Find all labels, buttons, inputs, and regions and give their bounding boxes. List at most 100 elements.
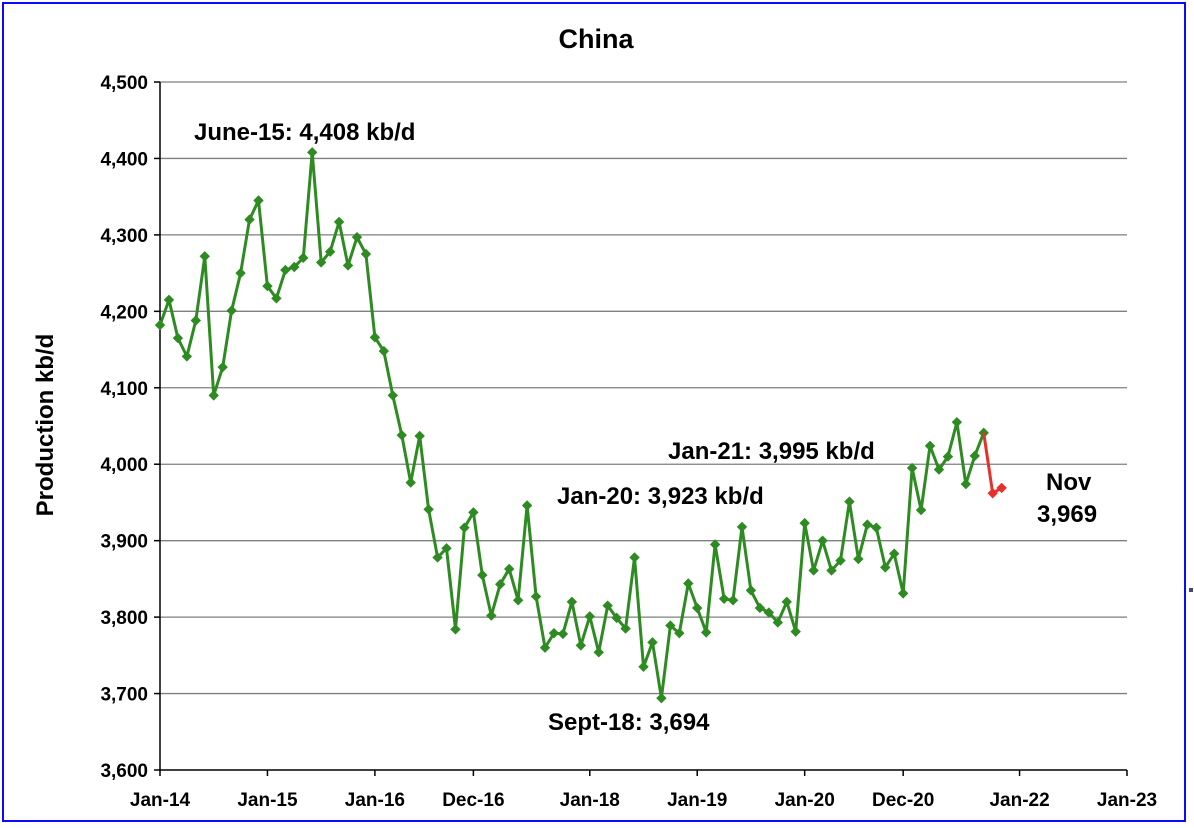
- data-point: [665, 620, 676, 631]
- annotation-nov-label: Nov: [1046, 469, 1092, 496]
- data-point: [432, 552, 443, 563]
- y-tick-label: 4,400: [100, 149, 148, 170]
- data-point: [727, 595, 739, 606]
- data-point: [584, 611, 595, 622]
- data-point: [459, 522, 470, 533]
- data-point: [772, 617, 784, 628]
- data-point: [503, 563, 515, 575]
- data-point: [208, 390, 219, 401]
- data-point: [387, 390, 398, 401]
- data-point: [414, 430, 425, 442]
- data-point: [539, 642, 551, 653]
- data-point: [163, 294, 175, 306]
- y-axis-ticks: 3,600 3,700 3,800 3,900 4,000 4,100 4,200 4,300…: [100, 73, 160, 782]
- x-tick-label: Jan-15: [237, 790, 298, 811]
- annotation-peak: June-15: 4,408 kb/d: [194, 119, 415, 146]
- data-point: [548, 627, 560, 639]
- data-point: [405, 477, 416, 488]
- data-point: [924, 440, 936, 452]
- x-tick-label: Jan-20: [775, 790, 835, 811]
- data-point: [298, 252, 309, 264]
- y-tick-label: 3,900: [100, 532, 148, 553]
- data-point: [396, 429, 407, 441]
- data-point: [826, 565, 837, 576]
- x-tick-label: Jan-16: [345, 790, 405, 811]
- data-point: [862, 519, 873, 530]
- annotation-nov-value: 3,969: [1037, 501, 1097, 528]
- edge-mark: [1189, 588, 1193, 592]
- data-point: [745, 585, 757, 596]
- data-point: [486, 610, 497, 621]
- data-point: [638, 661, 649, 672]
- data-point: [996, 482, 1007, 494]
- data-point: [880, 562, 891, 573]
- series-layer: [154, 147, 1007, 704]
- data-point: [280, 264, 291, 276]
- data-point: [736, 521, 748, 533]
- x-tick-label: Dec-16: [442, 790, 504, 811]
- y-tick-label: 4,000: [100, 455, 148, 476]
- data-point: [889, 548, 900, 559]
- series-line-1: [982, 432, 1003, 495]
- x-tick-label: Dec-20: [872, 790, 934, 811]
- data-point: [244, 214, 255, 225]
- data-point: [495, 579, 506, 590]
- data-point: [351, 231, 363, 243]
- data-point: [324, 246, 336, 257]
- data-point: [512, 595, 524, 606]
- y-tick-label: 4,300: [100, 226, 148, 247]
- data-point: [709, 539, 721, 550]
- data-point: [942, 451, 954, 462]
- x-tick-label: Jan-19: [667, 790, 727, 811]
- data-point: [844, 496, 855, 507]
- chart-title: China: [558, 24, 634, 54]
- y-tick-label: 4,200: [100, 302, 148, 323]
- data-point: [674, 627, 685, 639]
- data-point: [602, 600, 613, 611]
- data-point: [262, 280, 273, 292]
- data-point: [315, 257, 327, 268]
- data-point: [253, 195, 264, 206]
- x-tick-label: Jan-22: [989, 790, 1049, 811]
- data-point: [378, 345, 390, 357]
- data-point: [853, 553, 864, 565]
- data-point: [754, 602, 766, 614]
- data-point: [593, 647, 604, 658]
- data-point: [647, 637, 658, 648]
- data-point: [575, 640, 587, 651]
- data-point: [906, 462, 918, 474]
- data-point: [181, 351, 193, 362]
- data-point: [629, 552, 640, 563]
- data-point: [781, 596, 792, 608]
- data-point: [289, 261, 300, 273]
- data-point: [817, 535, 828, 546]
- data-point: [611, 612, 622, 624]
- data-point: [683, 578, 694, 589]
- data-point: [307, 147, 318, 158]
- data-point: [700, 627, 712, 638]
- y-tick-label: 3,600: [100, 761, 148, 782]
- data-point: [808, 565, 819, 576]
- data-point: [969, 450, 980, 462]
- data-point: [763, 607, 775, 618]
- data-point: [557, 628, 569, 640]
- gridlines: [160, 81, 1127, 695]
- data-point: [835, 555, 846, 566]
- x-axis-ticks: Jan-14 Jan-15 Jan-16 Dec-16 Jan-18 Jan-19 Jan-…: [130, 770, 1157, 811]
- data-point: [566, 596, 578, 608]
- data-point: [199, 251, 210, 262]
- data-point: [790, 626, 801, 637]
- y-tick-label: 4,100: [100, 379, 148, 400]
- data-point: [692, 602, 703, 614]
- annotation-jan20: Jan-20: 3,923 kb/d: [557, 483, 764, 510]
- x-tick-label: Jan-23: [1097, 790, 1157, 811]
- data-point: [468, 507, 479, 518]
- x-tick-label: Jan-18: [560, 790, 620, 811]
- data-point: [342, 260, 354, 271]
- data-point: [441, 543, 452, 554]
- data-point: [217, 361, 228, 373]
- data-point: [978, 427, 989, 439]
- y-tick-label: 3,800: [100, 608, 148, 629]
- data-point: [915, 504, 927, 516]
